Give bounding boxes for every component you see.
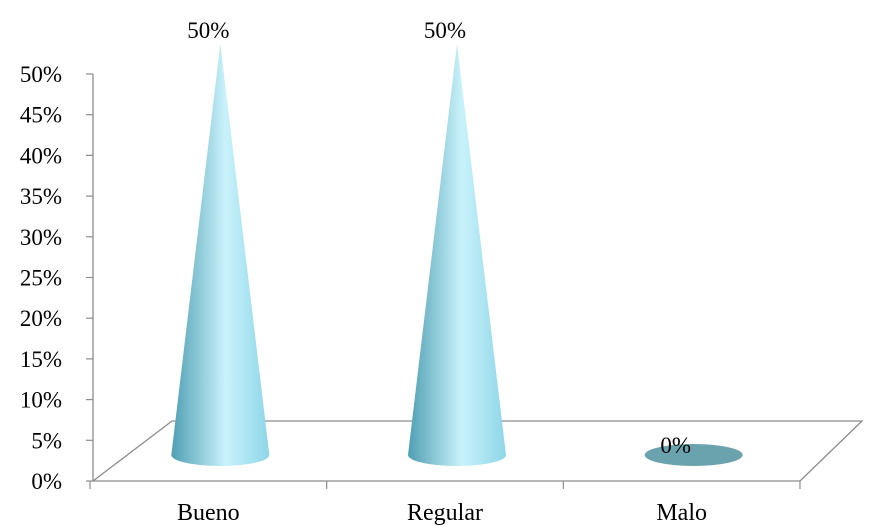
y-tick-label: 0% [31, 469, 62, 494]
y-tick-label: 45% [20, 103, 62, 128]
y-tick-label: 10% [20, 388, 62, 413]
y-tick-label: 5% [31, 428, 62, 453]
cone-bar-bueno [171, 44, 270, 467]
chart-floor-plane [91, 420, 864, 482]
y-tick-label: 20% [20, 306, 62, 331]
y-tick-label: 25% [20, 266, 62, 291]
chart-axes [86, 73, 801, 489]
x-category-label-bueno: Bueno [177, 500, 240, 526]
data-label-malo: 0% [660, 433, 691, 458]
x-category-label-regular: Regular [407, 500, 483, 526]
chart-floor [91, 420, 864, 482]
chart-labels: 0% 5% 10% 15% 20% 25% 30% 35% 40% 45% 50% 50% Bueno 5… [20, 18, 707, 526]
y-tick-label: 35% [20, 184, 62, 209]
y-tick-label: 15% [20, 347, 62, 372]
chart-marks [171, 44, 743, 467]
cone-bar-malo [644, 444, 743, 466]
y-tick-label: 30% [20, 225, 62, 250]
x-category-label-malo: Malo [656, 500, 707, 526]
data-label-regular: 50% [424, 18, 466, 43]
y-tick-label: 40% [20, 143, 62, 168]
y-tick-label: 50% [20, 62, 62, 87]
cone-bar-regular [408, 44, 506, 466]
data-label-bueno: 50% [187, 18, 229, 43]
